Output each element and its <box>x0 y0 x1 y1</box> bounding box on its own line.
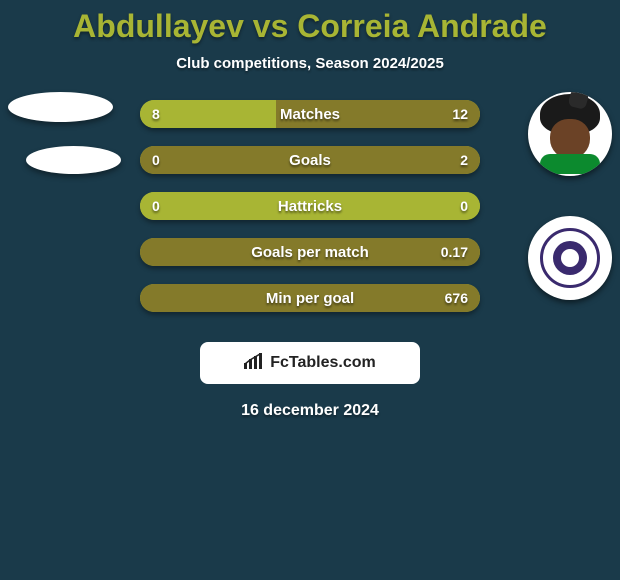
player-avatar-placeholder-2 <box>26 146 121 174</box>
club-badge-icon <box>540 228 600 288</box>
stat-label: Hattricks <box>140 198 480 215</box>
player-head-icon <box>540 99 600 169</box>
stat-row: 02Goals <box>140 146 480 174</box>
player-avatar-placeholder-1 <box>8 92 113 122</box>
club-crest <box>528 216 612 300</box>
stat-row: 00Hattricks <box>140 192 480 220</box>
stat-label: Goals <box>140 152 480 169</box>
player-photo <box>528 92 612 176</box>
page-subtitle: Club competitions, Season 2024/2025 <box>0 55 620 72</box>
left-player-avatars <box>8 92 121 198</box>
chart-icon <box>244 353 264 374</box>
stat-row: 0.17Goals per match <box>140 238 480 266</box>
stat-row: 812Matches <box>140 100 480 128</box>
branding-text: FcTables.com <box>270 354 376 372</box>
comparison-content: 812Matches 02Goals 00Hattricks 0.17Goals pe… <box>0 92 620 332</box>
stat-label: Min per goal <box>140 290 480 307</box>
page-title: Abdullayev vs Correia Andrade <box>0 0 620 45</box>
right-player-avatars <box>528 92 612 340</box>
stat-row: 676Min per goal <box>140 284 480 312</box>
stat-bars: 812Matches 02Goals 00Hattricks 0.17Goals pe… <box>140 100 480 330</box>
infographic-date: 16 december 2024 <box>0 402 620 420</box>
branding-box: FcTables.com <box>200 342 420 384</box>
stat-label: Matches <box>140 106 480 123</box>
stat-label: Goals per match <box>140 244 480 261</box>
